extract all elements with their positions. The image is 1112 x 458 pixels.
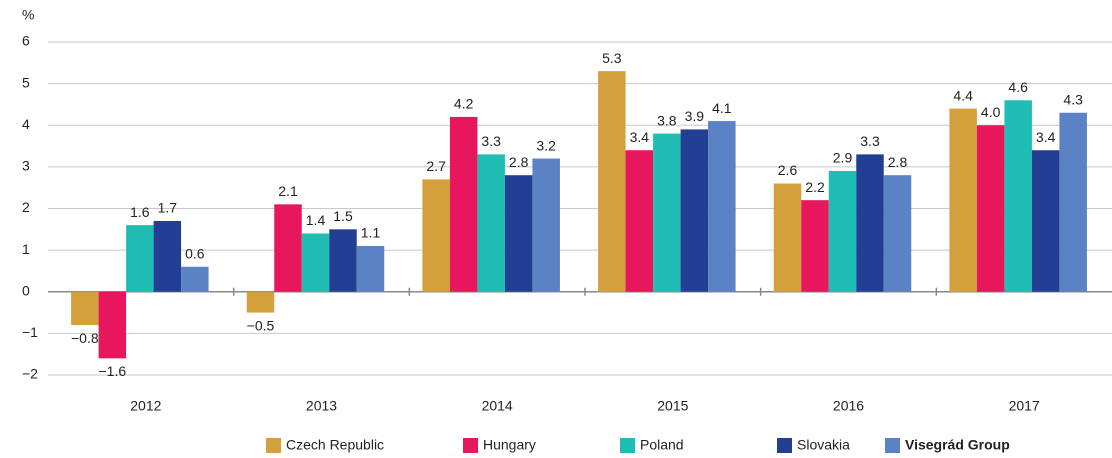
bar <box>504 175 533 292</box>
value-label: 3.3 <box>860 133 880 149</box>
bar <box>246 291 275 313</box>
bar <box>625 150 654 292</box>
bar <box>976 125 1005 292</box>
y-tick-label: 3 <box>22 158 30 174</box>
x-tick-label: 2013 <box>306 398 337 414</box>
value-label: 4.0 <box>981 104 1001 120</box>
legend-swatch <box>777 438 792 453</box>
value-label: 1.7 <box>158 200 178 216</box>
value-label: −0.8 <box>71 330 99 346</box>
y-tick-label: −1 <box>22 324 38 340</box>
value-label: 2.8 <box>509 154 529 170</box>
bar <box>153 220 182 292</box>
value-label: 4.1 <box>712 100 732 116</box>
bar <box>301 233 330 292</box>
value-label: 3.3 <box>481 133 501 149</box>
bar <box>356 245 385 292</box>
value-label: 4.6 <box>1008 79 1028 95</box>
y-tick-label: 0 <box>22 282 30 298</box>
x-tick-label: 2015 <box>657 398 688 414</box>
x-tick-label: 2014 <box>482 398 513 414</box>
value-label: 2.6 <box>778 162 798 178</box>
x-tick-label: 2017 <box>1009 398 1040 414</box>
value-label: 2.2 <box>805 179 825 195</box>
bar <box>653 133 681 292</box>
value-label: 1.4 <box>306 212 326 228</box>
value-label: 0.6 <box>185 245 205 261</box>
value-label: 2.8 <box>888 154 908 170</box>
bar <box>949 108 977 292</box>
bar <box>773 183 802 292</box>
bar <box>329 229 357 292</box>
legend-swatch <box>463 438 478 453</box>
legend-label: Hungary <box>483 437 536 453</box>
value-label: 1.1 <box>361 225 381 241</box>
value-label: −0.5 <box>247 317 275 333</box>
bar <box>477 154 505 292</box>
value-label: 2.7 <box>426 158 446 174</box>
value-label: 3.2 <box>536 137 556 153</box>
y-axis-label: % <box>22 7 34 23</box>
bar <box>274 204 302 292</box>
bar <box>883 175 912 292</box>
bar <box>449 116 478 292</box>
legend-swatch <box>620 438 635 453</box>
x-tick-label: 2012 <box>130 398 161 414</box>
value-label: 4.4 <box>953 87 973 103</box>
y-tick-label: −2 <box>22 366 38 382</box>
bar <box>708 121 736 292</box>
bar <box>828 171 857 292</box>
value-label: 1.6 <box>130 204 150 220</box>
x-tick-label: 2016 <box>833 398 864 414</box>
y-tick-label: 5 <box>22 74 30 90</box>
bar <box>71 291 99 326</box>
bar <box>98 291 127 359</box>
bar <box>532 158 560 292</box>
y-tick-label: 4 <box>22 116 30 132</box>
bar <box>1059 112 1087 292</box>
value-label: 4.3 <box>1063 91 1083 107</box>
value-label: 4.2 <box>454 96 474 112</box>
value-label: 2.1 <box>278 183 298 199</box>
y-tick-label: 1 <box>22 241 30 257</box>
value-label: 3.4 <box>1036 129 1056 145</box>
bar <box>856 154 884 292</box>
value-label: −1.6 <box>99 363 127 379</box>
bar <box>126 225 154 292</box>
value-label: 3.8 <box>657 112 677 128</box>
legend-label: Poland <box>640 437 684 453</box>
value-label: 5.3 <box>602 50 622 66</box>
legend-label: Visegrád Group <box>905 437 1010 453</box>
legend-swatch <box>266 438 281 453</box>
value-label: 2.9 <box>833 150 853 166</box>
bar <box>680 129 709 292</box>
bar <box>801 200 829 292</box>
y-tick-label: 6 <box>22 33 30 49</box>
bar <box>598 71 626 292</box>
legend-swatch <box>885 438 900 453</box>
bar <box>422 179 450 292</box>
legend-label: Slovakia <box>797 437 850 453</box>
bar <box>1031 150 1060 292</box>
bar <box>1004 100 1032 292</box>
legend-label: Czech Republic <box>286 437 384 453</box>
value-label: 3.9 <box>685 108 705 124</box>
value-label: 1.5 <box>333 208 353 224</box>
y-tick-label: 2 <box>22 199 30 215</box>
bar <box>181 266 209 292</box>
value-label: 3.4 <box>630 129 650 145</box>
